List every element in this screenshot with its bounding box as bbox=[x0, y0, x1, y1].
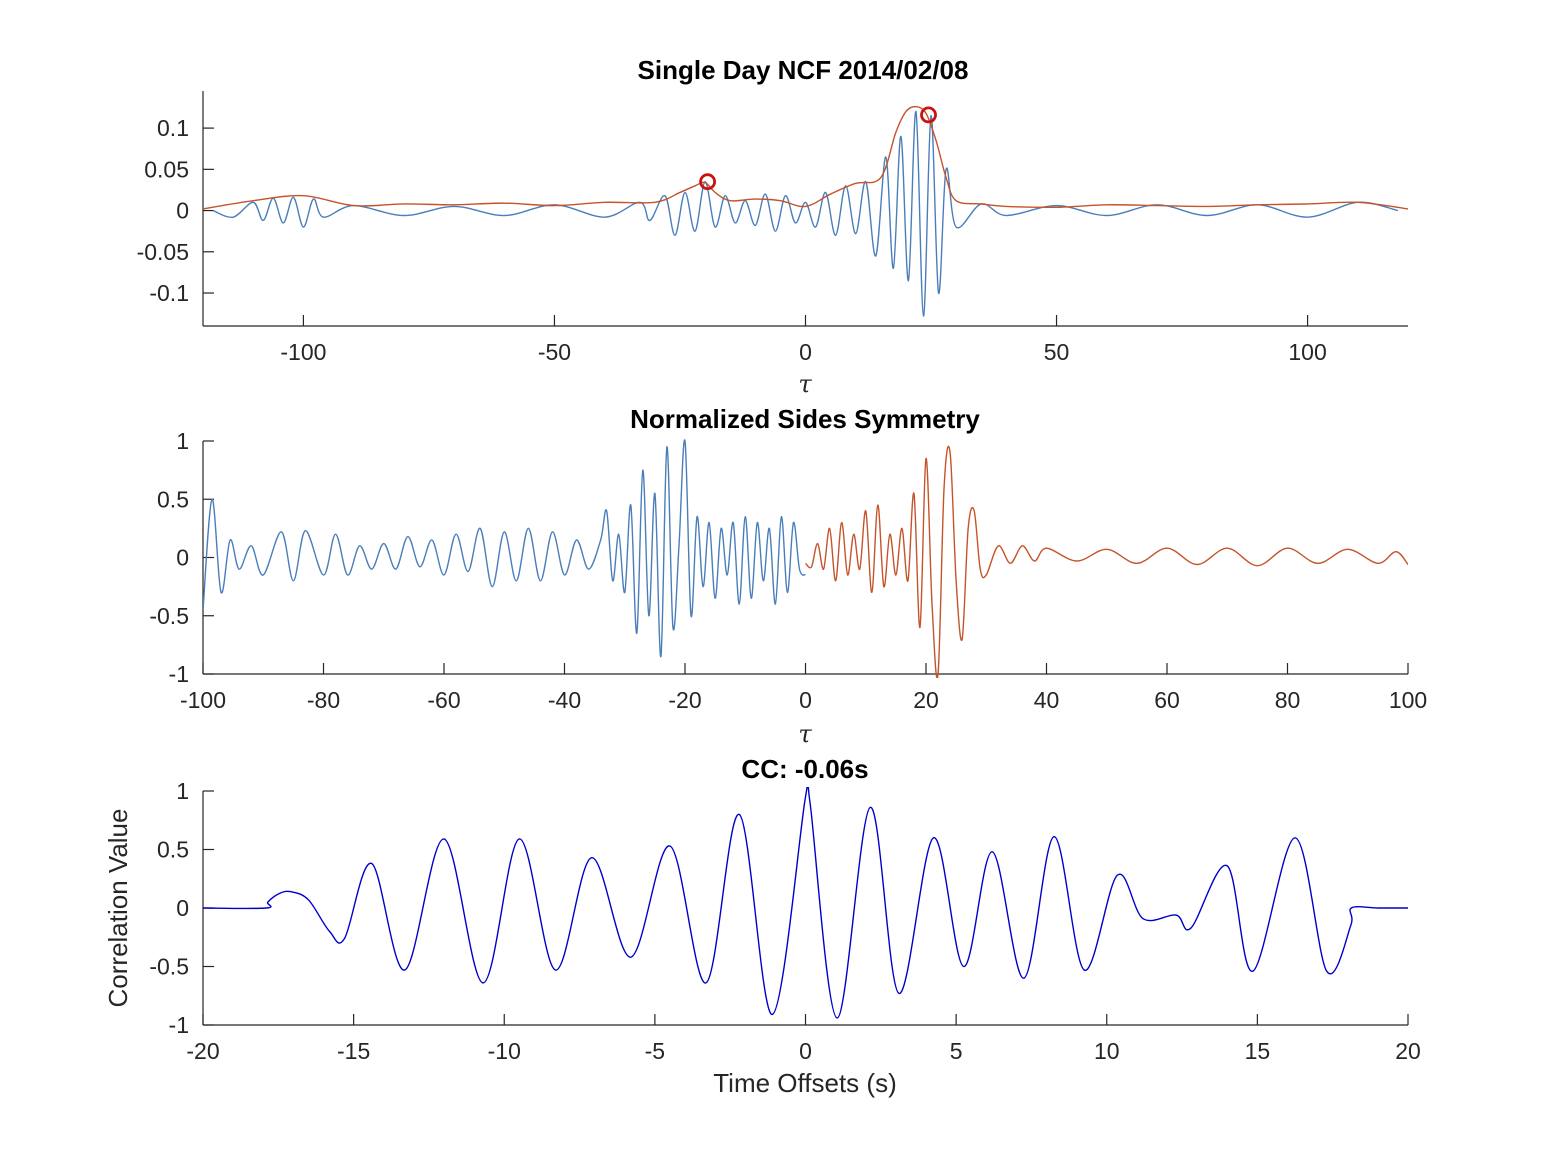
symmetry-plot-area: -100 -80 -60 -40 -20 0 20 40 60 80 100 -1 -0.5 0 0.5 1 bbox=[149, 428, 1427, 713]
x-tick-label: -40 bbox=[548, 687, 581, 713]
x-tick-label: -100 bbox=[280, 339, 326, 365]
x-tick-label: 40 bbox=[1034, 687, 1060, 713]
x-tick-label: 100 bbox=[1288, 339, 1326, 365]
peak-marker bbox=[699, 173, 716, 191]
x-tick-label: 0 bbox=[799, 339, 812, 365]
ncf-xlabel: τ bbox=[798, 370, 812, 398]
panel-symmetry: Normalized Sides Symmetry -100 -80 -60 -40-… bbox=[149, 404, 1427, 748]
y-tick-label: 1 bbox=[176, 428, 189, 454]
symmetry-xlabel: τ bbox=[798, 720, 812, 748]
y-tick-label: -0.1 bbox=[149, 280, 189, 306]
x-tick-label: 5 bbox=[950, 1038, 963, 1064]
cc-ylabel: Correlation Value bbox=[103, 809, 133, 1008]
x-tick-label: -60 bbox=[427, 687, 460, 713]
y-tick-label: 0 bbox=[176, 545, 189, 571]
peak-marker bbox=[920, 106, 937, 124]
x-tick-label: 20 bbox=[913, 687, 939, 713]
series-line-envelope bbox=[203, 105, 1408, 210]
series-line-positive-side bbox=[805, 445, 1408, 678]
y-tick-label: -1 bbox=[169, 661, 189, 687]
x-tick-label: -20 bbox=[186, 1038, 219, 1064]
y-tick-label: -0.5 bbox=[149, 603, 189, 629]
x-tick-label: 0 bbox=[799, 1038, 812, 1064]
ncf-title: Single Day NCF 2014/02/08 bbox=[638, 55, 969, 85]
x-tick-label: 20 bbox=[1395, 1038, 1421, 1064]
cc-title: CC: -0.06s bbox=[741, 754, 868, 784]
x-tick-label: -15 bbox=[337, 1038, 370, 1064]
x-tick-label: -80 bbox=[307, 687, 340, 713]
y-tick-label: -0.05 bbox=[137, 239, 189, 265]
x-tick-label: -5 bbox=[645, 1038, 665, 1064]
x-tick-label: -10 bbox=[488, 1038, 521, 1064]
x-tick-label: 50 bbox=[1044, 339, 1070, 365]
panel-cc: CC: -0.06s -20 -15 -10 -5 0 5 10 15 20 -1 -0.5 0 0.5… bbox=[103, 754, 1421, 1098]
y-tick-label: -1 bbox=[169, 1012, 189, 1038]
symmetry-title: Normalized Sides Symmetry bbox=[630, 404, 980, 434]
panel-ncf: Single Day NCF 2014/02/08 -100 -50 0 50 100-… bbox=[137, 55, 1408, 398]
series-line-correlation bbox=[203, 787, 1408, 1019]
y-tick-label: 1 bbox=[176, 778, 189, 804]
x-tick-label: 80 bbox=[1275, 687, 1301, 713]
x-tick-label: 100 bbox=[1389, 687, 1427, 713]
y-tick-label: 0.5 bbox=[157, 837, 189, 863]
x-tick-label: 15 bbox=[1245, 1038, 1271, 1064]
series-line-signal bbox=[212, 110, 1399, 317]
x-tick-label: 10 bbox=[1094, 1038, 1120, 1064]
x-tick-label: -100 bbox=[180, 687, 226, 713]
y-tick-label: 0 bbox=[176, 198, 189, 224]
cc-plot-area: -20 -15 -10 -5 0 5 10 15 20 -1 -0.5 0 0.5 1 bbox=[149, 778, 1421, 1064]
y-tick-label: 0.05 bbox=[144, 156, 189, 182]
y-tick-label: 0.1 bbox=[157, 115, 189, 141]
x-tick-label: -50 bbox=[538, 339, 571, 365]
x-tick-label: 0 bbox=[799, 687, 812, 713]
y-tick-label: 0 bbox=[176, 895, 189, 921]
x-tick-label: 60 bbox=[1154, 687, 1180, 713]
cc-xlabel: Time Offsets (s) bbox=[713, 1068, 896, 1098]
x-tick-label: -20 bbox=[668, 687, 701, 713]
ncf-plot-area: -100 -50 0 50 100 -0.1 -0.05 0 0.05 0.1 bbox=[137, 91, 1408, 365]
series-line-negative-side bbox=[203, 439, 806, 658]
y-tick-label: 0.5 bbox=[157, 486, 189, 512]
y-tick-label: -0.5 bbox=[149, 954, 189, 980]
